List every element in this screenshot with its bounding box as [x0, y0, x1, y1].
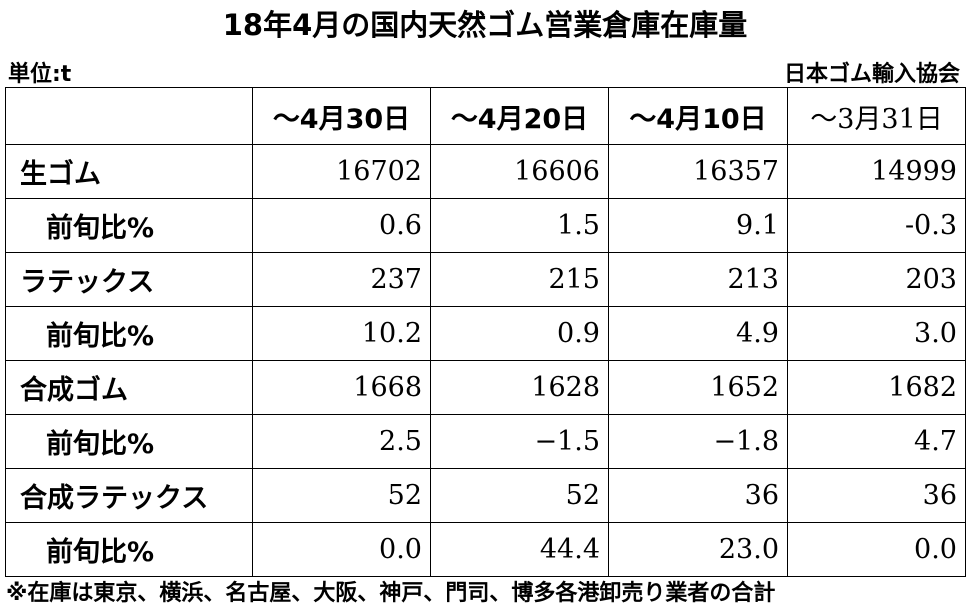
column-header: 〜4月30日 — [252, 87, 431, 145]
cell-value: 213 — [608, 252, 788, 307]
cell-value: 1.5 — [430, 198, 609, 253]
column-header: 〜4月10日 — [608, 87, 788, 145]
cell-value: 16357 — [608, 144, 788, 199]
table-row: ラテックス 237 215 213 203 — [5, 252, 966, 307]
cell-value: 14999 — [787, 144, 966, 199]
table-row: 前旬比% 0.6 1.5 9.1 -0.3 — [5, 198, 966, 253]
source: 日本ゴム輸入協会 — [783, 62, 960, 87]
footnote: ※在庫は東京、横浜、名古屋、大阪、神戸、門司、博多各港卸売り業者の合計 — [6, 581, 776, 606]
row-label: 生ゴム — [5, 144, 253, 199]
row-label: 前旬比% — [5, 306, 253, 361]
cell-value: 4.7 — [787, 414, 966, 469]
corner-cell — [5, 87, 253, 145]
cell-value: 0.9 — [430, 306, 609, 361]
cell-value: 9.1 — [608, 198, 788, 253]
row-label: 前旬比% — [5, 522, 253, 577]
row-label: 合成ラテックス — [5, 468, 253, 523]
title: 18年4月の国内天然ゴム営業倉庫在庫量 — [222, 8, 748, 42]
cell-value: 4.9 — [608, 306, 788, 361]
cell-value: −1.5 — [430, 414, 609, 469]
cell-value: 237 — [252, 252, 431, 307]
table-row: 前旬比% 10.2 0.9 4.9 3.0 — [5, 306, 966, 361]
cell-value: 52 — [430, 468, 609, 523]
cell-value: 1668 — [252, 360, 431, 415]
cell-value: 23.0 — [608, 522, 788, 577]
cell-value: 0.0 — [252, 522, 431, 577]
table-row: 前旬比% 2.5 −1.5 −1.8 4.7 — [5, 414, 966, 469]
column-header: 〜3月31日 — [787, 87, 966, 145]
row-label: ラテックス — [5, 252, 253, 307]
row-label: 合成ゴム — [5, 360, 253, 415]
cell-value: 1652 — [608, 360, 788, 415]
table-row: 合成ゴム 1668 1628 1652 1682 — [5, 360, 966, 415]
cell-value: 203 — [787, 252, 966, 307]
unit: 単位:t — [8, 62, 72, 87]
cell-value: 44.4 — [430, 522, 609, 577]
cell-value: -0.3 — [787, 198, 966, 253]
column-header: 〜4月20日 — [430, 87, 609, 145]
cell-value: 36 — [608, 468, 788, 523]
row-label: 前旬比% — [5, 414, 253, 469]
cell-value: 215 — [430, 252, 609, 307]
cell-value: 1682 — [787, 360, 966, 415]
table-row: 生ゴム 16702 16606 16357 14999 — [5, 144, 966, 199]
table-row: 前旬比% 0.0 44.4 23.0 0.0 — [5, 522, 966, 577]
cell-value: 0.6 — [252, 198, 431, 253]
cell-value: 2.5 — [252, 414, 431, 469]
row-label: 前旬比% — [5, 198, 253, 253]
table: 〜4月30日 〜4月20日 〜4月10日 〜3月31日 生ゴム 16702 16606 16… — [5, 87, 966, 577]
table-body: 生ゴム 16702 16606 16357 14999 前旬比% 0.6 1.5 9.1 -0.3… — [5, 144, 966, 577]
cell-value: 3.0 — [787, 306, 966, 361]
cell-value: 0.0 — [787, 522, 966, 577]
cell-value: 52 — [252, 468, 431, 523]
cell-value: −1.8 — [608, 414, 788, 469]
cell-value: 16702 — [252, 144, 431, 199]
table-row: 合成ラテックス 52 52 36 36 — [5, 468, 966, 523]
cell-value: 16606 — [430, 144, 609, 199]
cell-value: 1628 — [430, 360, 609, 415]
header-row: 〜4月30日 〜4月20日 〜4月10日 〜3月31日 — [5, 87, 966, 145]
cell-value: 10.2 — [252, 306, 431, 361]
cell-value: 36 — [787, 468, 966, 523]
